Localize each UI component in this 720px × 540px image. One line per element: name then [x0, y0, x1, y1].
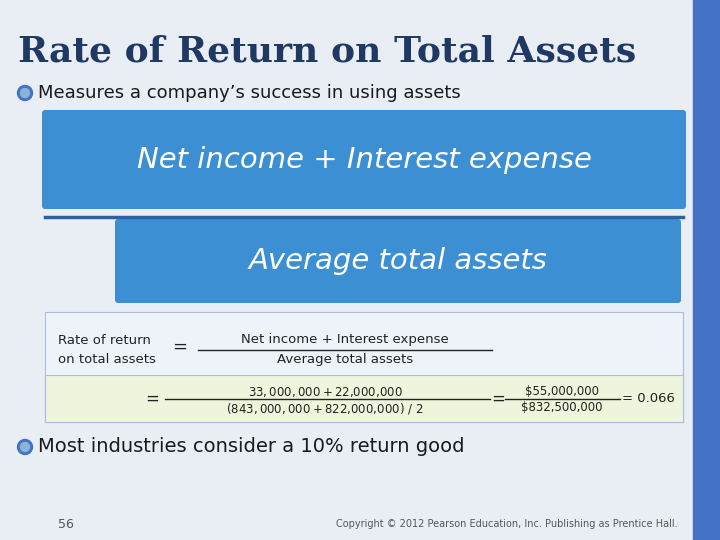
- Text: Rate of return
on total assets: Rate of return on total assets: [58, 334, 156, 366]
- Text: Most industries consider a 10% return good: Most industries consider a 10% return go…: [38, 437, 464, 456]
- Text: Average total assets: Average total assets: [248, 247, 547, 275]
- Text: Net income + Interest expense: Net income + Interest expense: [241, 333, 449, 346]
- Bar: [45, 312, 683, 422]
- Text: 56: 56: [58, 517, 74, 530]
- Bar: [45, 375, 683, 422]
- Text: Rate of Return on Total Assets: Rate of Return on Total Assets: [18, 35, 636, 69]
- Text: $55,000,000: $55,000,000: [525, 385, 599, 398]
- Text: $33,000,000 + $22,000,000: $33,000,000 + $22,000,000: [248, 385, 402, 399]
- Text: =: =: [145, 390, 159, 408]
- Text: $832,500,000: $832,500,000: [521, 401, 603, 414]
- Circle shape: [17, 85, 32, 100]
- Text: = 0.066: = 0.066: [621, 393, 675, 406]
- Text: =: =: [491, 390, 505, 408]
- Text: Copyright © 2012 Pearson Education, Inc. Publishing as Prentice Hall.: Copyright © 2012 Pearson Education, Inc.…: [336, 519, 678, 529]
- Text: Net income + Interest expense: Net income + Interest expense: [137, 146, 591, 174]
- Text: Average total assets: Average total assets: [277, 353, 413, 366]
- Text: ($843,000,000 + $822,000,000) / 2: ($843,000,000 + $822,000,000) / 2: [226, 401, 424, 416]
- Circle shape: [20, 89, 30, 98]
- FancyBboxPatch shape: [115, 219, 681, 303]
- Text: Measures a company’s success in using assets: Measures a company’s success in using as…: [38, 84, 461, 102]
- Circle shape: [17, 440, 32, 455]
- Text: =: =: [172, 338, 187, 356]
- FancyBboxPatch shape: [42, 110, 686, 209]
- Circle shape: [20, 442, 30, 451]
- Bar: [693, 0, 720, 540]
